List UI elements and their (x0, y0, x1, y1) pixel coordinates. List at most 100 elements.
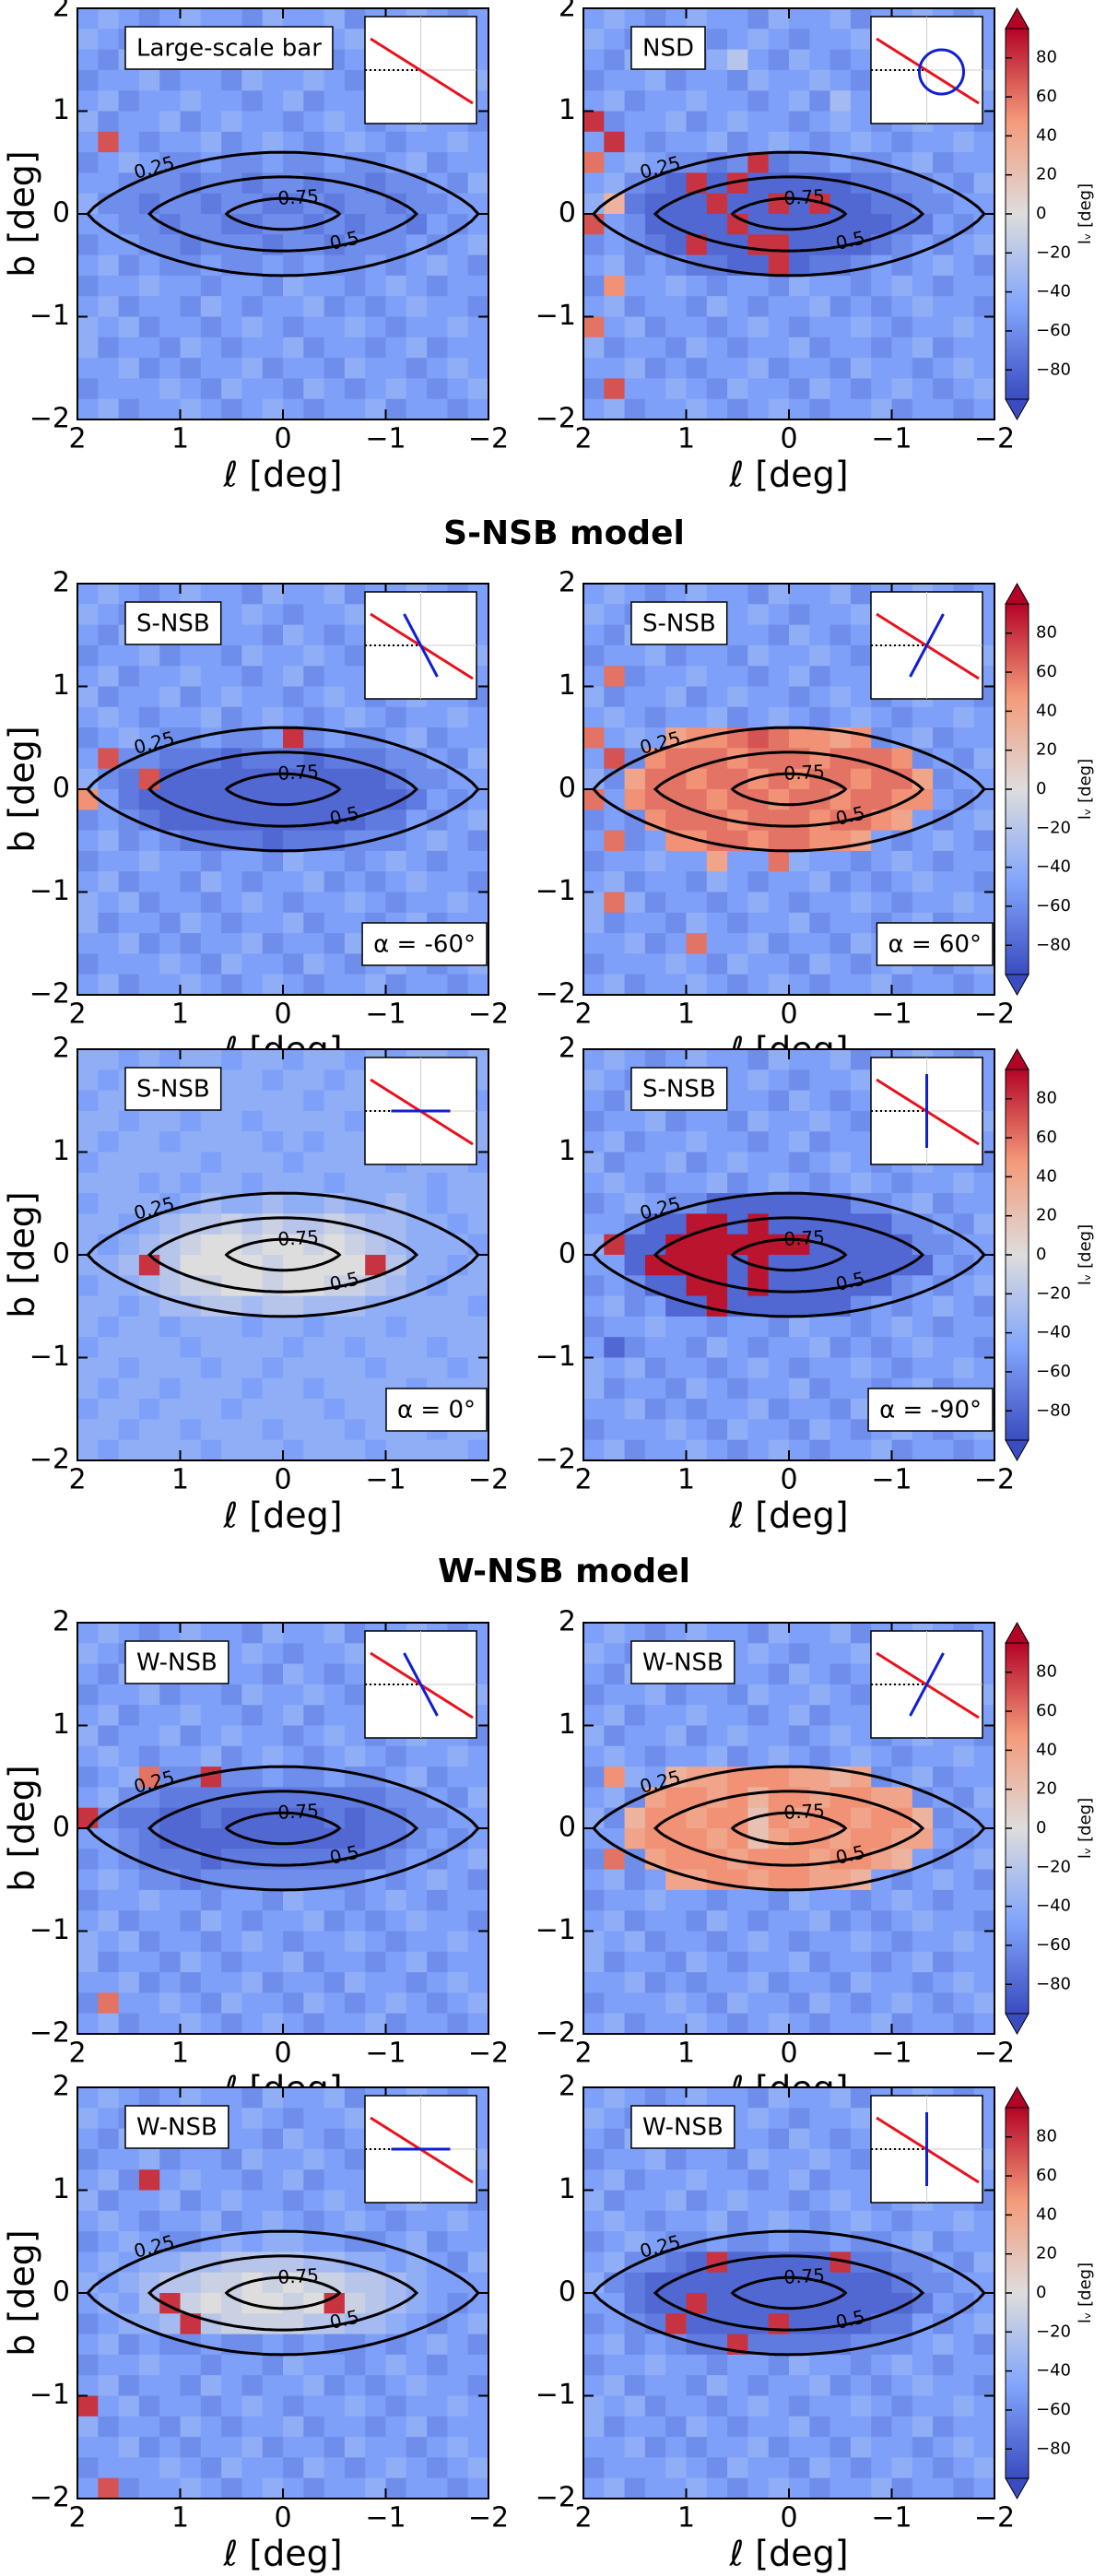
heatmap-cell (283, 2013, 304, 2035)
heatmap-cell (159, 706, 182, 728)
heatmap-cell (200, 1049, 222, 1070)
heatmap-cell (365, 706, 387, 728)
heatmap-cell (303, 234, 325, 256)
label-box (630, 1640, 735, 1684)
heatmap-cell (583, 1110, 605, 1132)
heatmap-cell (241, 1951, 264, 1973)
heatmap-cell (447, 193, 469, 215)
heatmap-cell (159, 912, 182, 934)
heatmap-cell (891, 1337, 913, 1359)
heatmap-cell (324, 111, 346, 133)
heatmap-cell (727, 316, 748, 338)
heatmap-cell (241, 1234, 264, 1256)
heatmap-cell (200, 254, 222, 277)
heatmap-cell (159, 2313, 182, 2335)
heatmap-cell (303, 1234, 325, 1256)
heatmap-cell (118, 69, 140, 91)
heatmap-cell (747, 1869, 770, 1891)
heatmap-cell (406, 1807, 428, 1829)
heatmap-cell (221, 111, 242, 133)
heatmap-cell (768, 1643, 790, 1665)
heatmap-cell (98, 2190, 120, 2212)
heatmap-cell (303, 358, 325, 379)
heatmap-cell (221, 131, 242, 153)
heatmap-cell (789, 953, 810, 975)
heatmap-cell (789, 830, 810, 852)
heatmap-cell (303, 2087, 325, 2109)
heatmap-cell (77, 2087, 99, 2109)
heatmap-cell (365, 2375, 387, 2397)
heatmap-cell (768, 1849, 790, 1871)
heatmap-cell (953, 275, 975, 297)
annotation: α = 0° (397, 1397, 476, 1424)
heatmap-cell (98, 2108, 120, 2130)
heatmap-cell (138, 850, 160, 872)
heatmap-cell (706, 2190, 728, 2212)
heatmap-cell (830, 1337, 852, 1359)
heatmap-cell (747, 1213, 770, 1235)
heatmap-cell (221, 2457, 242, 2479)
colorbar-label: lᵥ [deg] (1076, 1798, 1095, 1859)
heatmap-cell (624, 2457, 646, 2479)
heatmap-cell (262, 1931, 284, 1953)
heatmap-cell (624, 1972, 646, 1993)
x-tick-label: 1 (171, 423, 189, 455)
heatmap-cell (789, 1972, 810, 1993)
heatmap-cell (624, 644, 646, 667)
heatmap-cell (365, 131, 387, 153)
heatmap-cell (303, 131, 325, 153)
heatmap-cell (747, 1234, 770, 1256)
heatmap-cell (789, 214, 810, 235)
heatmap-cell (138, 1316, 160, 1338)
heatmap-cell (789, 2375, 810, 2397)
heatmap-cell (624, 2231, 646, 2252)
heatmap-cell (871, 398, 893, 420)
heatmap-cell (830, 892, 852, 914)
heatmap-cell (891, 2313, 913, 2335)
heatmap-cell (604, 1255, 626, 1276)
y-tick-label: 1 (53, 1135, 70, 1167)
heatmap-cell (241, 2313, 264, 2335)
heatmap-cell (447, 2313, 469, 2335)
x-tick-label: −1 (365, 998, 406, 1031)
heatmap-cell (406, 1295, 428, 1318)
heatmap-cell (365, 974, 387, 996)
heatmap-cell (727, 644, 748, 667)
heatmap-cell (768, 2437, 790, 2458)
heatmap-cell (747, 1643, 770, 1665)
heatmap-cell (665, 2354, 688, 2376)
heatmap-cell (344, 358, 366, 379)
heatmap-cell (604, 172, 626, 195)
heatmap-cell (747, 1439, 770, 1461)
heatmap-cell (159, 1910, 182, 1932)
heatmap-cell (427, 296, 448, 318)
heatmap-cell (686, 974, 708, 996)
heatmap-cell (644, 953, 666, 975)
heatmap-cell (324, 1357, 346, 1379)
heatmap-cell (467, 1889, 489, 1911)
heatmap-cell (830, 1172, 852, 1194)
heatmap-cell (686, 2354, 708, 2376)
heatmap-cell (747, 2013, 770, 2035)
heatmap-cell (789, 2087, 810, 2109)
heatmap-cell (747, 90, 770, 112)
heatmap-cell (933, 1931, 954, 1953)
heatmap-cell (406, 337, 428, 359)
heatmap-cell (747, 953, 770, 975)
heatmap-cell (953, 892, 975, 914)
heatmap-cell (221, 1110, 242, 1132)
heatmap-cell (768, 2313, 790, 2335)
heatmap-cell (706, 850, 728, 872)
heatmap-cell (303, 2437, 325, 2458)
heatmap-cell (809, 69, 831, 91)
heatmap-cell (891, 1849, 913, 1871)
heatmap-cell (809, 2128, 831, 2150)
heatmap-cell (624, 2334, 646, 2356)
heatmap-cell (809, 624, 831, 646)
heatmap-cell (180, 275, 202, 297)
heatmap-cell (406, 296, 428, 318)
heatmap-cell (406, 1869, 428, 1891)
heatmap-cell (644, 2210, 666, 2232)
heatmap-cell (180, 2313, 202, 2335)
heatmap-cell (180, 1705, 202, 1727)
